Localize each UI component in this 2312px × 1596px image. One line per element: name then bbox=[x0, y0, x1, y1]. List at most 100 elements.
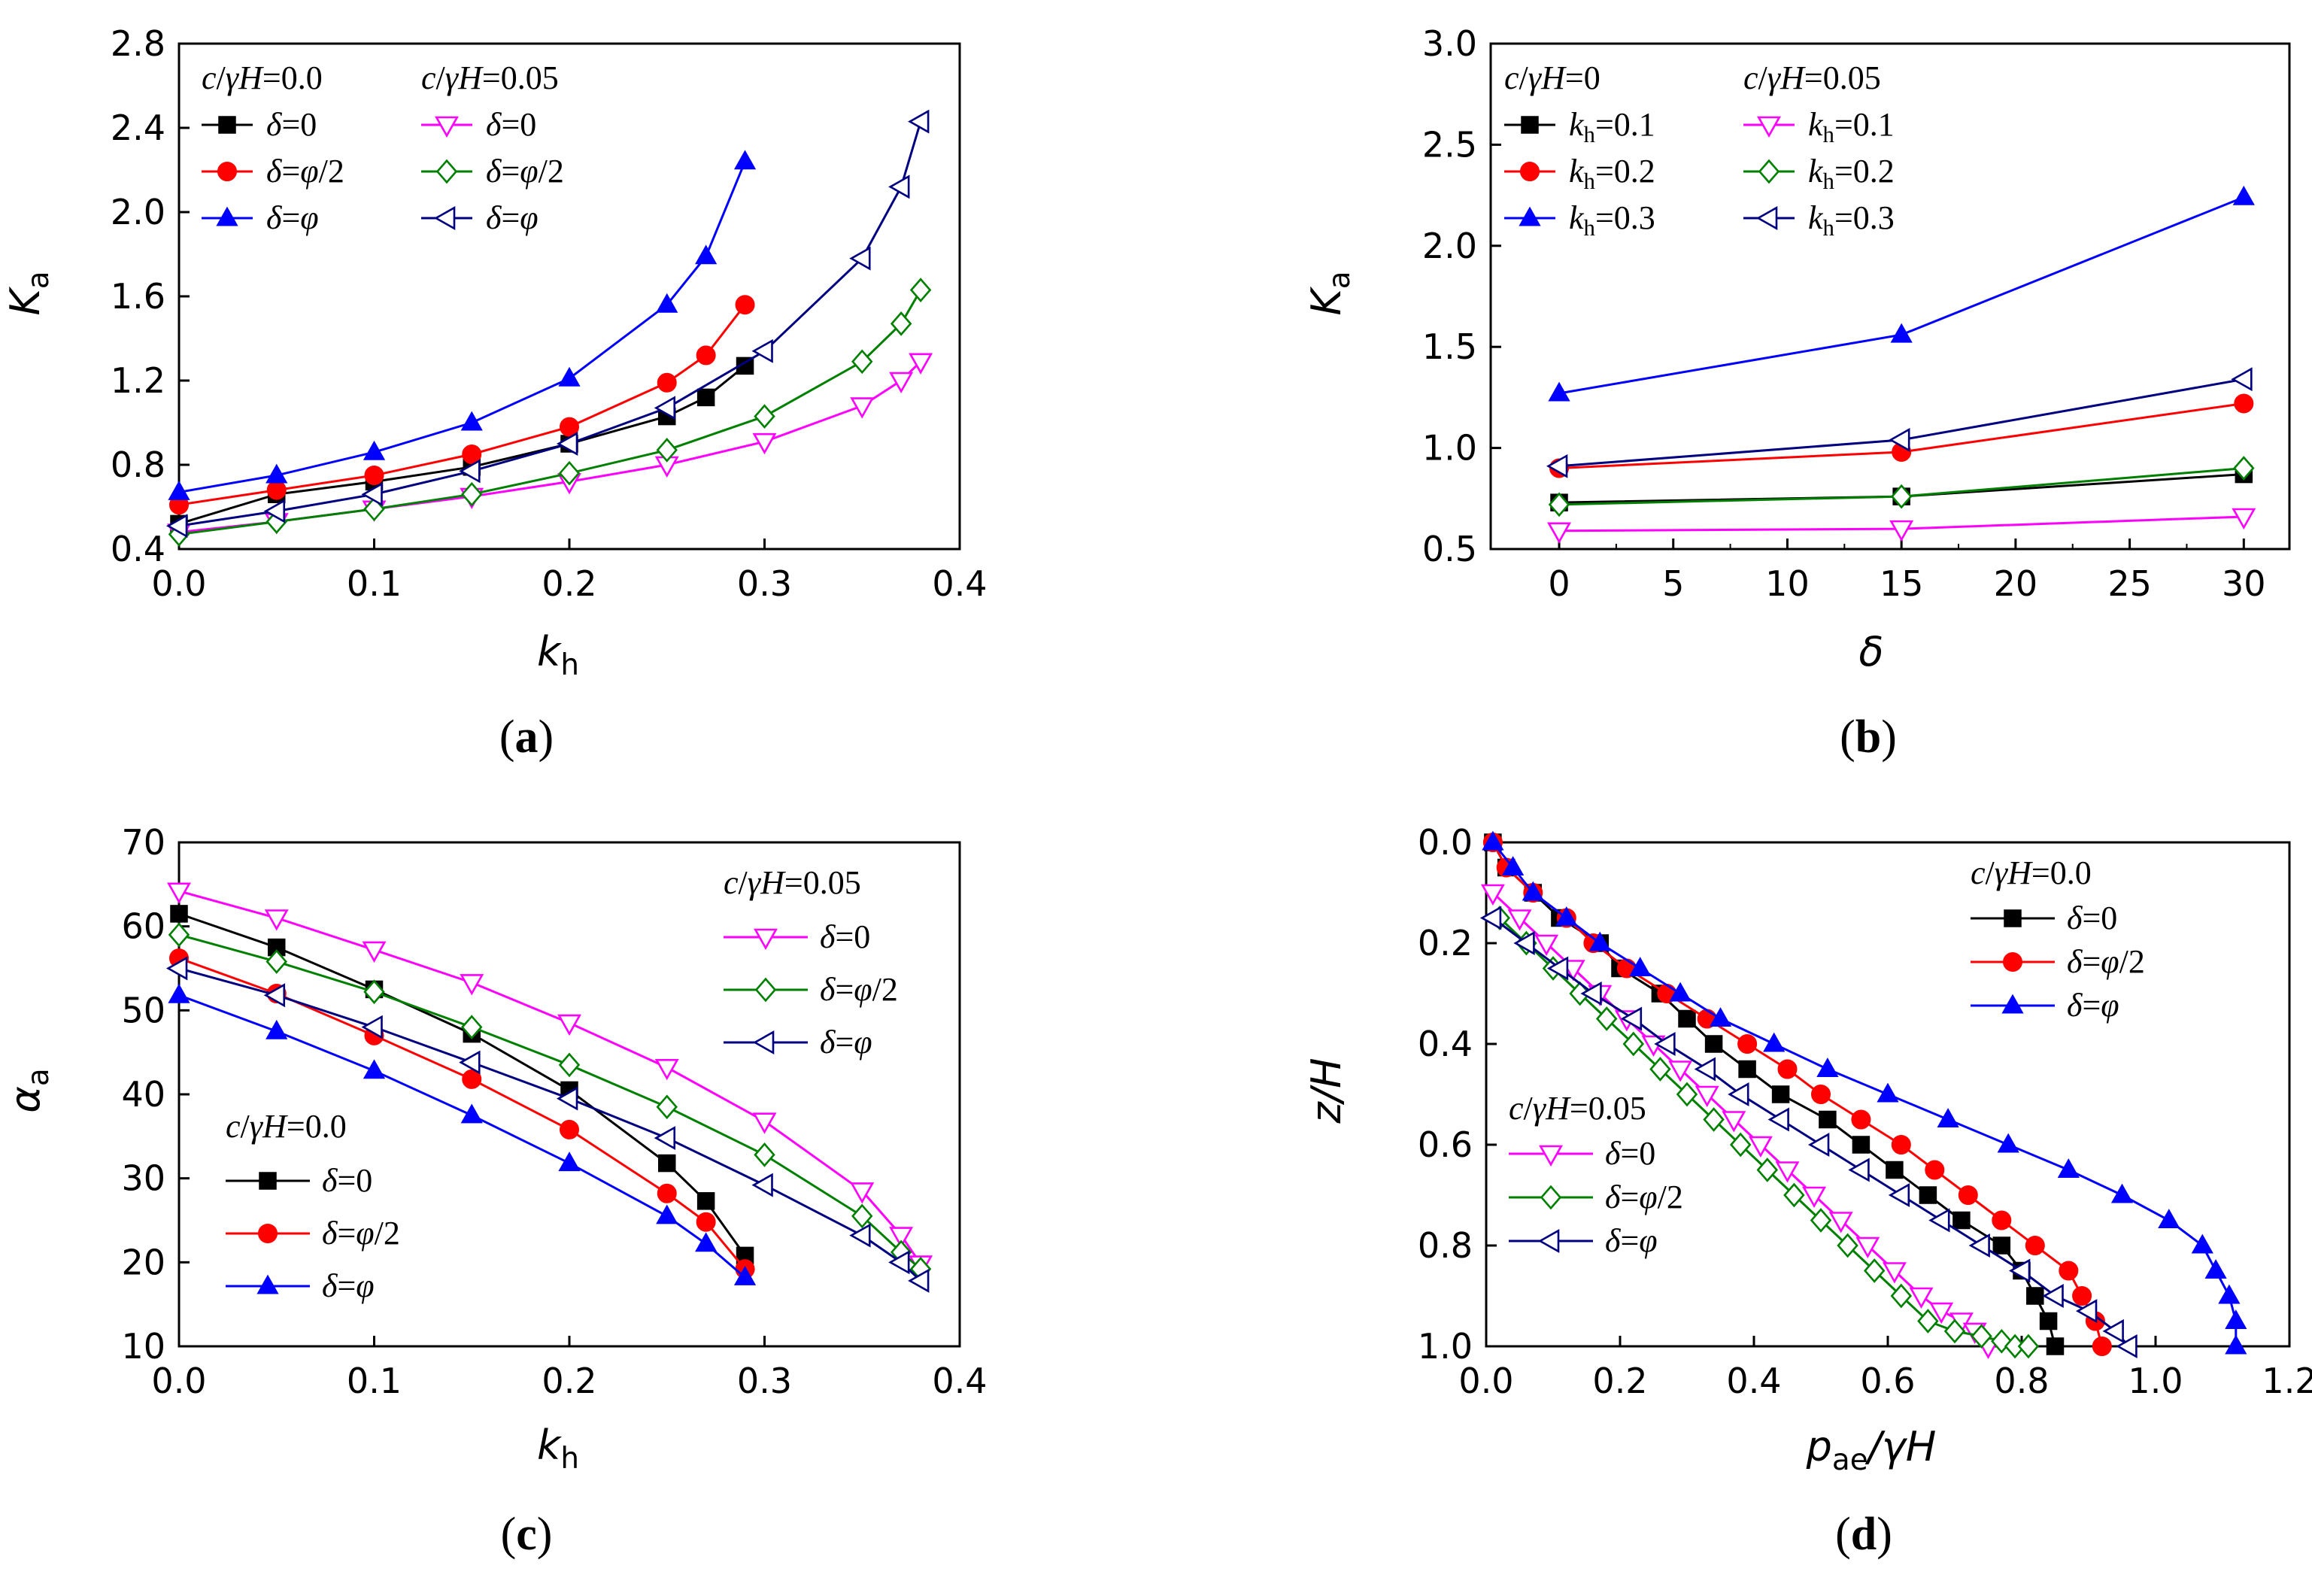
data-point bbox=[1909, 1287, 1934, 1309]
data-point bbox=[656, 438, 678, 463]
panel-b: 0 5 10 15 20 25 30 0.5 1.0 1.5 2.0 2.5 3.0 δ Ka (b) c/γH… bbox=[1303, 23, 2291, 763]
legend-marker bbox=[1539, 1145, 1563, 1167]
data-point bbox=[2218, 1284, 2241, 1304]
x-tick-label: 0.0 bbox=[151, 563, 206, 604]
data-point bbox=[1756, 1158, 1779, 1182]
data-point bbox=[1620, 1006, 1643, 1031]
data-point bbox=[1929, 1302, 1954, 1324]
data-point bbox=[1547, 522, 1572, 544]
data-point bbox=[695, 1232, 718, 1252]
data-point bbox=[363, 440, 386, 460]
data-point bbox=[263, 499, 286, 523]
series-line bbox=[178, 121, 922, 527]
legend-marker bbox=[1757, 116, 1781, 138]
series-g1-3 bbox=[167, 882, 933, 1277]
legend-label: kh=0.3 bbox=[1569, 199, 1655, 241]
legend-label: kh=0.2 bbox=[1808, 153, 1895, 194]
y-axis-label: αa bbox=[2, 1068, 56, 1112]
data-point bbox=[2232, 185, 2255, 205]
legend-label: δ=φ bbox=[322, 1267, 375, 1304]
legend-marker bbox=[218, 116, 236, 134]
data-point bbox=[1891, 1135, 1911, 1155]
data-point bbox=[654, 396, 676, 420]
data-point bbox=[558, 460, 581, 486]
data-point bbox=[1595, 1006, 1618, 1031]
data-point bbox=[1480, 884, 1505, 906]
y-tick-label: 1.5 bbox=[1422, 326, 1477, 367]
data-point bbox=[1748, 1136, 1773, 1158]
data-point bbox=[2204, 1259, 2227, 1279]
data-point bbox=[1694, 1057, 1716, 1082]
legend-label: δ=φ bbox=[1605, 1222, 1658, 1259]
data-point bbox=[1555, 906, 1578, 926]
legend-marker bbox=[259, 1172, 277, 1190]
data-point bbox=[556, 432, 578, 456]
data-point bbox=[362, 941, 387, 963]
data-point bbox=[263, 983, 286, 1008]
series-g1-2 bbox=[1548, 185, 2255, 402]
data-point bbox=[168, 983, 190, 1003]
data-point bbox=[1919, 1186, 1937, 1204]
plot-frame bbox=[1489, 42, 2291, 551]
data-point bbox=[1629, 957, 1652, 976]
data-point bbox=[888, 1250, 910, 1275]
data-point bbox=[1855, 1236, 1880, 1259]
x-tick-label: 0.2 bbox=[542, 1361, 596, 1401]
y-tick-label: 0.4 bbox=[111, 529, 165, 569]
y-tick-label: 2.5 bbox=[1422, 124, 1477, 165]
panel-a: 0.0 0.1 0.2 0.3 0.4 0.4 0.8 1.2 1.6 2.0 2.4 2.8 kh Ka… bbox=[2, 23, 988, 763]
data-point bbox=[1676, 1082, 1698, 1107]
y-tick-label: 40 bbox=[121, 1074, 165, 1115]
data-point bbox=[850, 1182, 875, 1204]
y-tick-label: 0.5 bbox=[1422, 529, 1477, 569]
data-point bbox=[1728, 1082, 1749, 1106]
data-point bbox=[849, 1223, 871, 1248]
data-point bbox=[1888, 1183, 1910, 1207]
data-point bbox=[1848, 1158, 1870, 1182]
data-point bbox=[658, 1154, 676, 1173]
x-tick-label: 1.0 bbox=[2128, 1361, 2183, 1401]
y-tick-label: 1.2 bbox=[111, 360, 165, 401]
legend-group-title: c/γH=0.05 bbox=[1509, 1090, 1646, 1127]
data-point bbox=[656, 293, 678, 313]
legend-label: kh=0.1 bbox=[1569, 106, 1655, 147]
legend-marker bbox=[1519, 206, 1541, 226]
x-tick-label: 0.6 bbox=[1860, 1361, 1915, 1401]
series-g2-5 bbox=[165, 109, 930, 539]
data-point bbox=[361, 482, 383, 507]
legend-marker bbox=[435, 116, 459, 138]
y-tick-label: 1.6 bbox=[111, 276, 165, 317]
data-point bbox=[657, 1183, 677, 1203]
data-point bbox=[558, 366, 581, 387]
x-tick-label: 1.2 bbox=[2262, 1361, 2312, 1401]
data-point bbox=[2158, 1209, 2180, 1228]
data-point bbox=[1890, 323, 1913, 343]
x-axis-label: δ bbox=[1858, 628, 1883, 675]
legend-marker bbox=[752, 1030, 775, 1054]
legend-marker bbox=[1521, 116, 1539, 134]
data-point bbox=[1890, 1283, 1913, 1309]
data-point bbox=[1802, 1186, 1827, 1209]
legend-group-title: c/γH=0.05 bbox=[421, 59, 559, 96]
data-point bbox=[1546, 956, 1569, 981]
x-tick-label: 0.4 bbox=[932, 1361, 987, 1401]
series-g1-4 bbox=[168, 922, 932, 1282]
x-tick-label: 30 bbox=[2222, 563, 2266, 604]
data-point bbox=[2092, 1337, 2112, 1356]
legend-group-title: c/γH=0.05 bbox=[724, 864, 861, 901]
data-point bbox=[2232, 508, 2256, 530]
legend-marker bbox=[217, 162, 237, 181]
legend-label: δ=φ/2 bbox=[322, 1215, 400, 1252]
data-point bbox=[908, 109, 930, 134]
data-point bbox=[1507, 909, 1532, 931]
legend: c/γH=0.0 δ=0 δ=φ/2 δ=φ c/γH=0.05 δ=0 δ=φ/2 δ=φ bbox=[202, 59, 564, 236]
data-point bbox=[2075, 1299, 2098, 1324]
x-tick-label: 0.2 bbox=[542, 563, 596, 604]
y-tick-label: 3.0 bbox=[1422, 23, 1477, 64]
data-point bbox=[1534, 934, 1559, 957]
data-point bbox=[656, 1094, 678, 1120]
y-tick-label: 0.8 bbox=[111, 445, 165, 485]
data-point bbox=[909, 353, 933, 375]
x-tick-label: 10 bbox=[1765, 563, 1810, 604]
